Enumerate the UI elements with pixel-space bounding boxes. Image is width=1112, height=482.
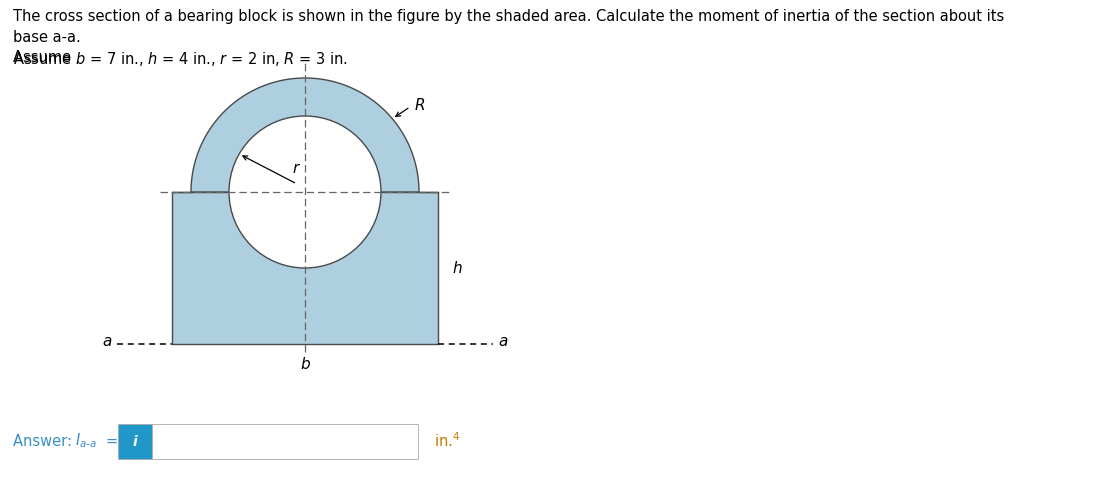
Text: h: h <box>451 260 461 276</box>
Text: base a-a.: base a-a. <box>13 30 81 45</box>
Text: r: r <box>292 161 299 176</box>
Polygon shape <box>191 78 419 192</box>
Text: Assume $\mathbf{\mathit{b}}$ = 7 in., $\mathbf{\mathit{h}}$ = 4 in., $\mathbf{\m: Assume $\mathbf{\mathit{b}}$ = 7 in., $\… <box>13 50 348 68</box>
Polygon shape <box>172 192 438 344</box>
Bar <box>118 424 152 459</box>
Text: b: b <box>300 357 310 372</box>
Text: a: a <box>102 335 112 349</box>
Text: The cross section of a bearing block is shown in the figure by the shaded area. : The cross section of a bearing block is … <box>13 9 1004 24</box>
Text: R: R <box>415 98 425 113</box>
Text: $I_{a\text{-}a}$: $I_{a\text{-}a}$ <box>75 432 97 450</box>
Text: Assume: Assume <box>13 50 76 65</box>
Text: Answer:: Answer: <box>13 433 77 448</box>
Text: in.$^{\mathregular{4}}$: in.$^{\mathregular{4}}$ <box>434 432 460 450</box>
Text: i: i <box>132 435 138 449</box>
Text: =: = <box>105 433 117 448</box>
Text: a: a <box>498 335 507 349</box>
Circle shape <box>229 116 381 268</box>
Bar <box>152 424 418 459</box>
